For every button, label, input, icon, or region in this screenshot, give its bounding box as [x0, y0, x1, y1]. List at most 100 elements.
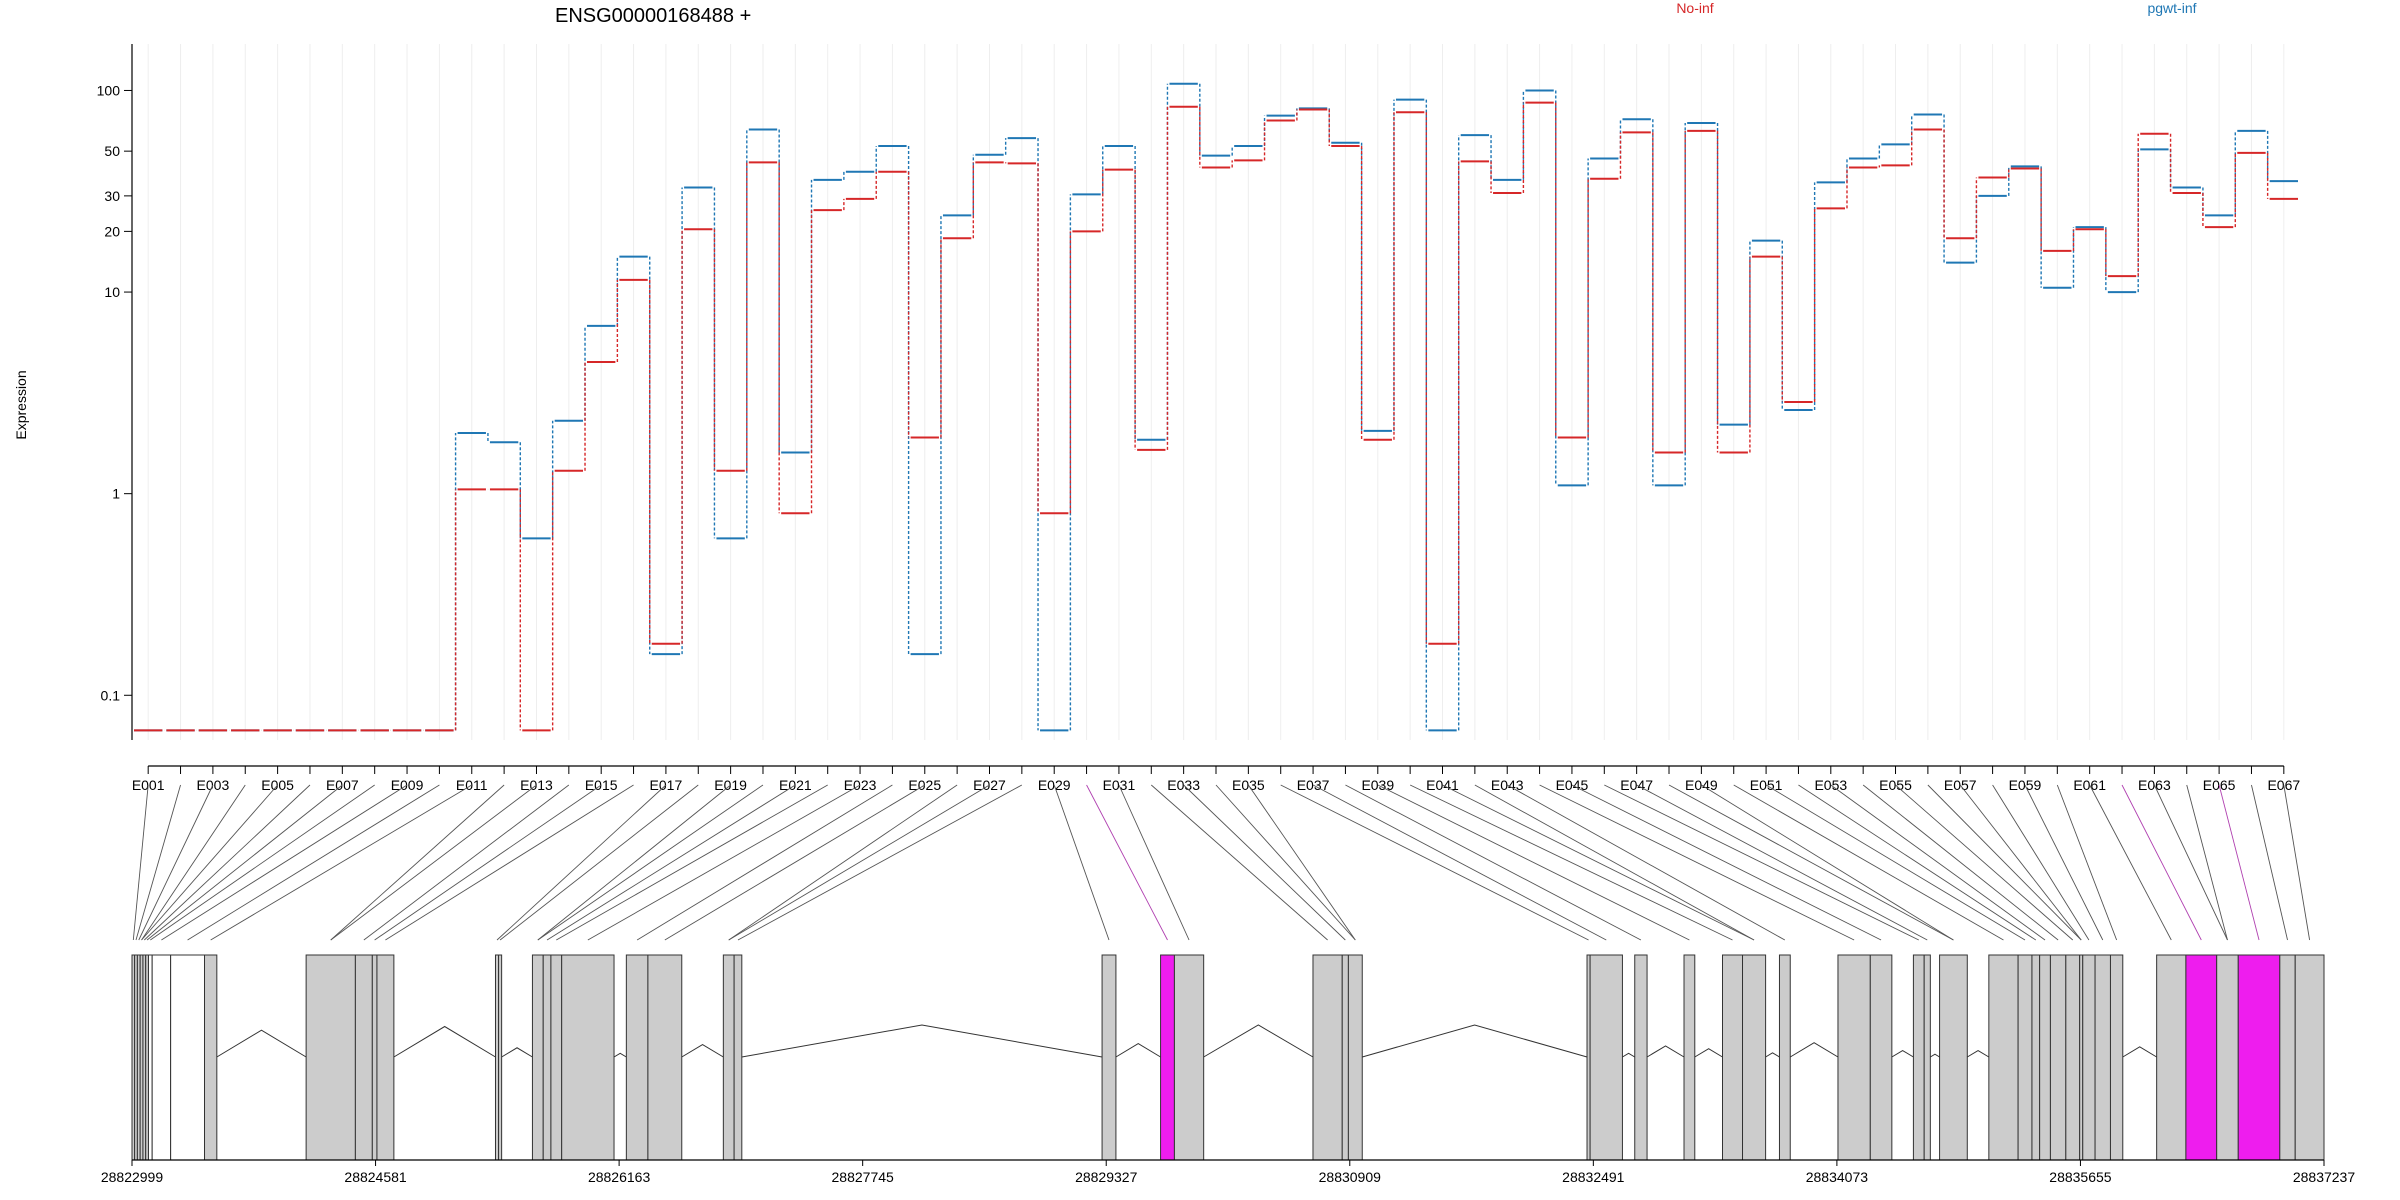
- exon-connector: [1086, 784, 1168, 941]
- exon-bin: [376, 954, 395, 1161]
- exon-bin: [1634, 954, 1648, 1161]
- exon-bin: [151, 954, 172, 1161]
- exon-bin: [2185, 954, 2218, 1161]
- y-axis: 0.1 1 10 20 30 50 100: [97, 44, 133, 740]
- exon-bin: [1939, 954, 1968, 1161]
- exon-connector: [330, 784, 537, 941]
- intron: [1789, 1042, 1839, 1058]
- intron: [681, 1043, 724, 1058]
- intron: [1362, 1024, 1588, 1058]
- exon-bin: [305, 954, 356, 1161]
- exon-connector: [144, 784, 311, 941]
- exon-connector: [1862, 784, 2059, 941]
- exon-bin: [2156, 954, 2187, 1161]
- exon-connector: [385, 784, 634, 941]
- exon-bin: [1923, 954, 1931, 1161]
- exon-bin: [1912, 954, 1925, 1161]
- gene-axis-label: 28834073: [1806, 1169, 1869, 1185]
- gene-axis-label: 28822999: [101, 1169, 164, 1185]
- exon-connector: [187, 784, 440, 941]
- y-axis-label: Expression: [13, 370, 29, 439]
- y-tick-label: 20: [104, 223, 120, 239]
- exon-bin: [1988, 954, 2019, 1161]
- exon-bin: [1722, 954, 1744, 1161]
- intron: [393, 1025, 496, 1058]
- exon-connector: [2121, 784, 2202, 941]
- intron: [741, 1024, 1103, 1058]
- intron: [1930, 1053, 1940, 1058]
- intron: [1115, 1043, 1161, 1058]
- exon-connector: [1992, 784, 2090, 941]
- exon-bin: [2109, 954, 2124, 1161]
- exon-connector: [2251, 784, 2288, 941]
- exon-connector: [1733, 784, 2004, 941]
- exon-bin: [1101, 954, 1117, 1161]
- y-tick-label: 0.1: [101, 687, 121, 703]
- exon-bin: [542, 954, 552, 1161]
- exon-connector: [1668, 784, 1954, 941]
- exon-connector: [728, 784, 990, 941]
- exon-connector: [1507, 784, 1786, 941]
- exon-connector: [556, 784, 828, 941]
- x-tick-label: E019: [714, 777, 747, 793]
- x-tick-label: E017: [650, 777, 683, 793]
- exon-bin: [550, 954, 563, 1161]
- exon-connector: [363, 784, 570, 941]
- exon-connector: [2024, 784, 2104, 941]
- exon-connector: [1701, 784, 1954, 941]
- exon-bin: [204, 954, 218, 1161]
- exon-connector: [2186, 784, 2228, 941]
- y-tick-label: 100: [97, 82, 121, 98]
- exon-bin: [2065, 954, 2081, 1161]
- exon-bin: [170, 954, 206, 1161]
- x-tick-label: E007: [326, 777, 359, 793]
- exon-bin: [2039, 954, 2051, 1161]
- exon-connector: [499, 784, 699, 941]
- exon-bin: [561, 954, 615, 1161]
- exon-bin: [2031, 954, 2041, 1161]
- intron: [1203, 1024, 1314, 1058]
- exon-connector: [141, 784, 246, 941]
- gene-axis-label: 28829327: [1075, 1169, 1138, 1185]
- exon-connector: [1539, 784, 1855, 941]
- exon-connector: [1280, 784, 1589, 941]
- exon-connector: [2283, 784, 2311, 941]
- gene-axis-label: 28824581: [344, 1169, 407, 1185]
- series-no-inf: [134, 101, 2298, 732]
- exon-connector: [496, 784, 667, 941]
- exon-connector: [1830, 784, 2046, 941]
- grid-lines: [147, 44, 2285, 740]
- exon-connector: [138, 784, 214, 941]
- exon-bin: [354, 954, 373, 1161]
- exon-connector: [1377, 784, 1690, 941]
- exon-connector: [1474, 784, 1755, 941]
- exon-bin: [1312, 954, 1343, 1161]
- legend-entry-pgwt-inf: pgwt-inf: [2147, 0, 2196, 16]
- exon-connector: [2056, 784, 2118, 941]
- exon-bin: [1341, 954, 1349, 1161]
- exon-bin: [647, 954, 683, 1161]
- exon-bin: [1837, 954, 1871, 1161]
- exon-connector: [2153, 784, 2228, 941]
- x-tick-label: E013: [520, 777, 553, 793]
- exon-connector: [1571, 784, 1882, 941]
- gene-coordinate-axis: 28822999 28824581 28826163 28827745 28829327…: [101, 1159, 2356, 1185]
- exon-connector: [161, 784, 408, 941]
- y-tick-label: 50: [104, 143, 120, 159]
- intron: [1622, 1052, 1636, 1058]
- gene-axis-label: 28827745: [832, 1169, 895, 1185]
- intron: [1646, 1045, 1685, 1058]
- exon-bin: [625, 954, 649, 1161]
- exon-bin: [1160, 954, 1175, 1161]
- intron: [2122, 1046, 2157, 1058]
- exon-bin: [1589, 954, 1623, 1161]
- gene-axis-label: 28837237: [2293, 1169, 2356, 1185]
- exon-connector: [537, 784, 731, 941]
- exon-connector: [210, 784, 472, 941]
- exon-bin: [2279, 954, 2296, 1161]
- exon-connector: [1895, 784, 2074, 941]
- exon-connector: [1765, 784, 2026, 941]
- exon-connector: [737, 784, 1023, 941]
- exon-connector: [1215, 784, 1356, 941]
